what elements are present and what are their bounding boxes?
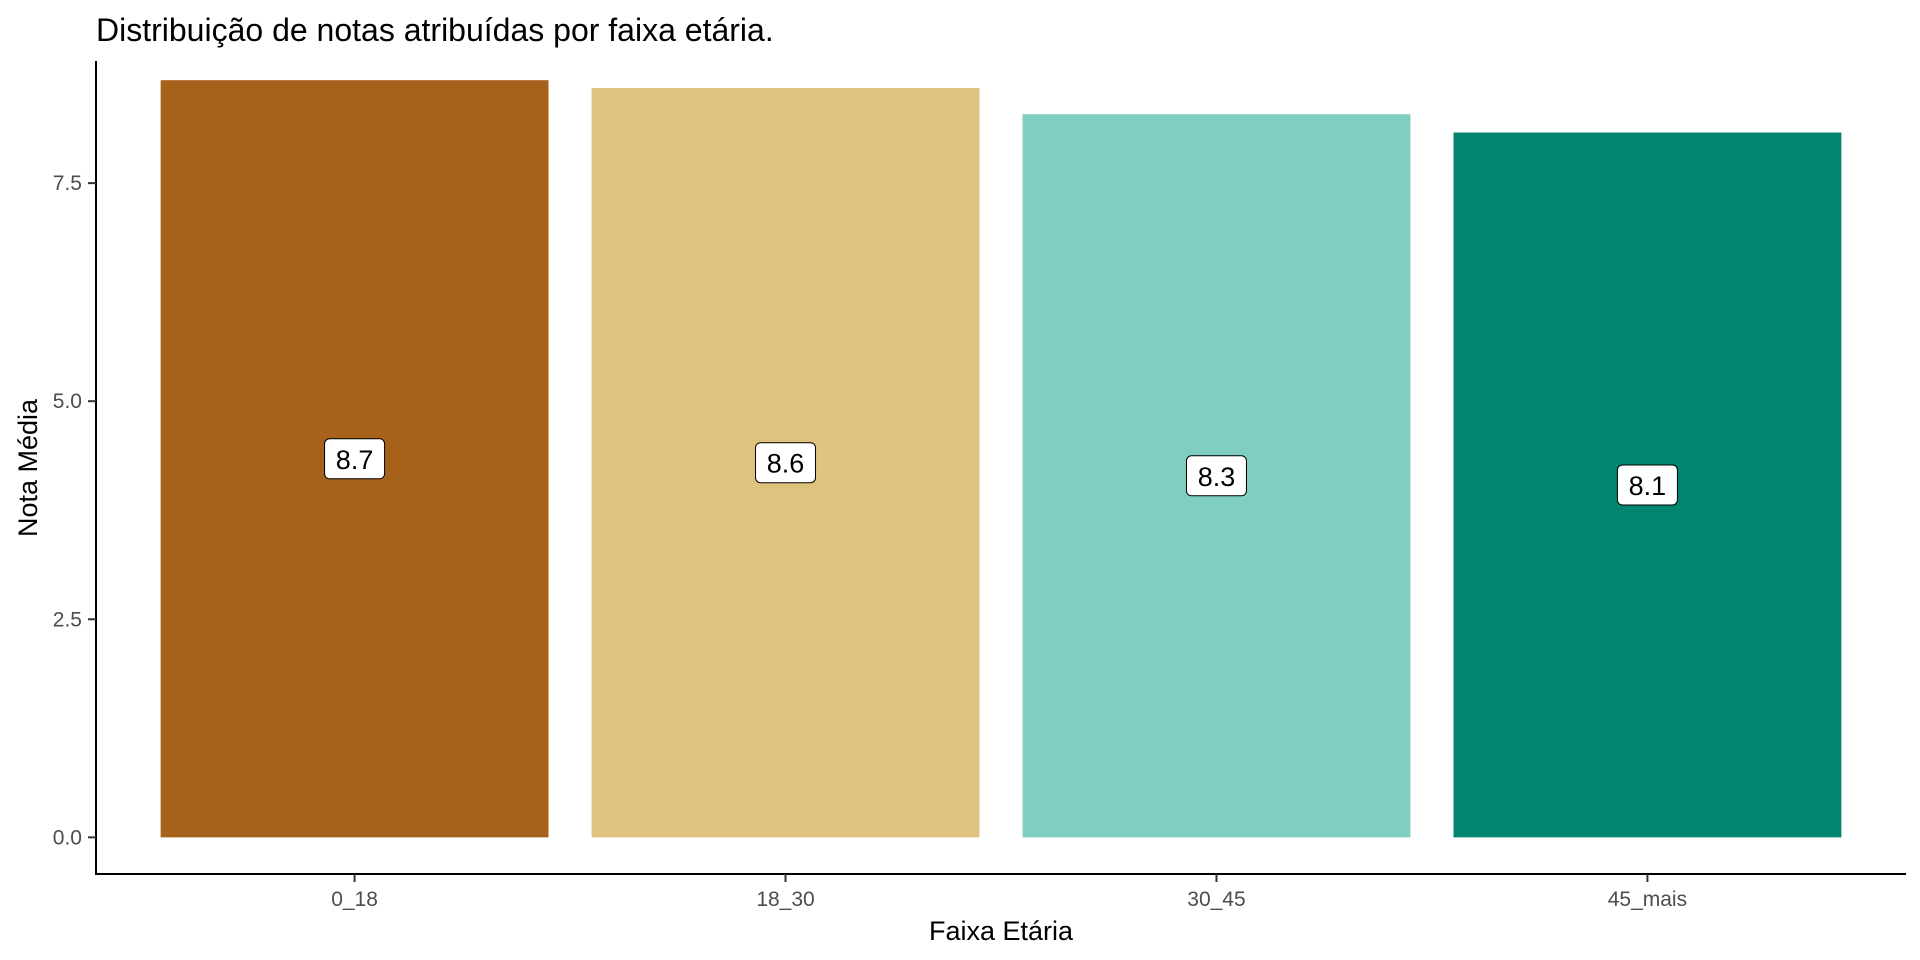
data-label-box [324,438,386,480]
y-tick-label: 7.5 [53,172,82,195]
data-label-45_mais: 8.1 [1616,464,1678,506]
data-label-text: 8.7 [336,445,374,475]
data-label-text: 8.3 [1198,462,1236,492]
y-tick-label: 0.0 [53,826,82,849]
data-label-text: 8.1 [1629,471,1667,501]
data-label-box [1616,464,1678,506]
data-label-18_30: 8.6 [755,442,817,484]
y-tick-label: 5.0 [53,390,82,413]
y-tick-label: 2.5 [53,608,82,631]
x-tick-label: 18_30 [756,888,814,911]
data-label-box [755,442,817,484]
x-tick-label: 30_45 [1187,888,1245,911]
data-labels-layer: 8.7 8.6 8.3 8.1 [324,438,1678,506]
data-label-text: 8.6 [767,449,805,479]
x-tick-label: 0_18 [331,888,378,911]
data-label-box [1185,455,1247,497]
chart-title: Distribuição de notas atribuídas por fai… [96,12,774,48]
x-tick-label: 45_mais [1608,888,1687,911]
x-axis-title: Faixa Etária [929,916,1074,946]
y-axis-ticks: 0.0 2.5 5.0 7.5 [53,172,96,849]
data-label-30_45: 8.3 [1185,455,1247,497]
y-axis-title: Nota Média [13,398,43,537]
bars-layer [160,80,1842,838]
data-label-0_18: 8.7 [324,438,386,480]
x-axis-ticks: 0_18 18_30 30_45 45_mais [331,874,1687,911]
